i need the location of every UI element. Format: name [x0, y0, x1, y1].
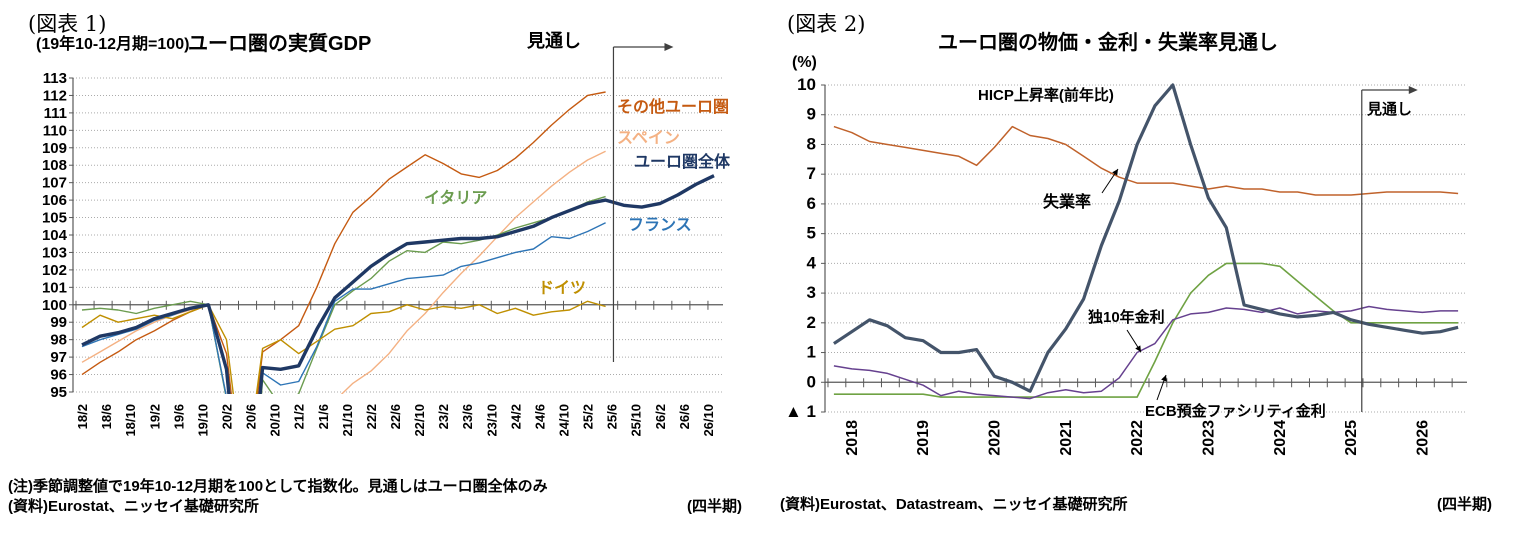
figure1-note: (注)季節調整値で19年10-12月期を100として指数化。見通しはユーロ圏全体… — [8, 478, 548, 495]
y-tick-label: 99 — [50, 314, 67, 331]
x-tick-label: 21/10 — [340, 404, 355, 437]
x-tick-label: 18/2 — [75, 404, 90, 429]
annotation-label: ドイツ — [538, 280, 586, 297]
y-tick-label: 112 — [43, 87, 67, 104]
annotation-label: フランス — [628, 217, 692, 234]
y-tick-label: 105 — [42, 210, 67, 227]
annotation-label: 見通し — [526, 31, 581, 51]
figure1-title: ユーロ圏の実質GDP — [188, 33, 372, 55]
x-tick-label: 26/10 — [701, 404, 716, 437]
y-tick-label: 113 — [43, 70, 67, 87]
series-ユーロ圏全体 — [81, 174, 715, 394]
x-tick-label: 26/6 — [677, 404, 692, 429]
y-tick-label: 97 — [50, 349, 67, 366]
annotation-label: スペイン — [617, 130, 680, 147]
x-tick-label: 24/2 — [508, 404, 523, 429]
x-tick-label: 20/2 — [219, 404, 234, 429]
x-tick-label: 22/10 — [412, 404, 427, 437]
x-tick-label: 26/2 — [653, 404, 668, 429]
figure2-title: ユーロ圏の物価・金利・失業率見通し — [938, 32, 1278, 54]
annotation-label: イタリア — [424, 189, 487, 207]
x-tick-label: 24/6 — [532, 404, 547, 429]
x-tick-label: 21/6 — [316, 404, 331, 429]
y-tick-label: 102 — [42, 262, 67, 279]
forecast-arrow-head — [664, 43, 674, 51]
x-tick-label: 19/6 — [171, 404, 186, 429]
y-tick-label: 96 — [50, 367, 67, 384]
x-tick-label: 24/10 — [557, 404, 572, 437]
y-tick-label: 95 — [50, 384, 67, 401]
annotation-label: その他ユーロ圏 — [617, 97, 729, 116]
annotation-label: ユーロ圏全体 — [634, 152, 731, 171]
x-tick-label: 21/2 — [292, 404, 307, 429]
x-tick-label: 20/10 — [268, 404, 283, 437]
y-tick-label: 111 — [44, 105, 67, 122]
x-tick-label: 23/2 — [436, 404, 451, 429]
figure1-source: (資料)Eurostat、ニッセイ基礎研究所 — [8, 498, 259, 515]
x-tick-label: 22/2 — [364, 404, 379, 429]
x-tick-label: 25/10 — [629, 404, 644, 437]
x-tick-label: 23/10 — [484, 404, 499, 437]
x-tick-label: 22/6 — [388, 404, 403, 429]
y-tick-label: 107 — [42, 175, 67, 192]
y-tick-label: 103 — [42, 244, 67, 261]
y-tick-label: 106 — [42, 192, 67, 209]
x-tick-label: 19/10 — [195, 404, 210, 437]
x-tick-label: 23/6 — [460, 404, 475, 429]
x-tick-label: 18/6 — [99, 404, 114, 429]
x-tick-label: 25/6 — [605, 404, 620, 429]
figure1-header: (図表 1) — [28, 12, 107, 36]
series-ドイツ — [81, 300, 606, 394]
figure2-header: (図表 2) — [787, 12, 866, 36]
y-tick-label: 109 — [42, 140, 67, 157]
x-tick-label: 25/2 — [581, 404, 596, 429]
y-tick-label: 101 — [42, 279, 67, 296]
figure1-freq-note: (四半期) — [687, 498, 742, 515]
figure1-axis-note: (19年10-12月期=100) — [36, 36, 190, 53]
series-イタリア — [81, 195, 606, 394]
figure2-unit-label: (%) — [792, 54, 817, 71]
y-tick-label: 110 — [43, 122, 67, 139]
y-tick-label: 104 — [42, 227, 68, 244]
x-tick-label: 19/2 — [147, 404, 162, 429]
y-tick-label: 100 — [42, 297, 67, 314]
x-tick-label: 20/6 — [244, 404, 259, 429]
figure2-freq-note: (四半期) — [1437, 496, 1492, 513]
y-tick-label: 108 — [42, 157, 67, 174]
figure2-source: (資料)Eurostat、Datastream、ニッセイ基礎研究所 — [780, 496, 1128, 513]
x-tick-label: 18/10 — [123, 404, 138, 437]
y-tick-label: 98 — [50, 332, 67, 349]
series-その他ユーロ圏 — [81, 91, 606, 394]
